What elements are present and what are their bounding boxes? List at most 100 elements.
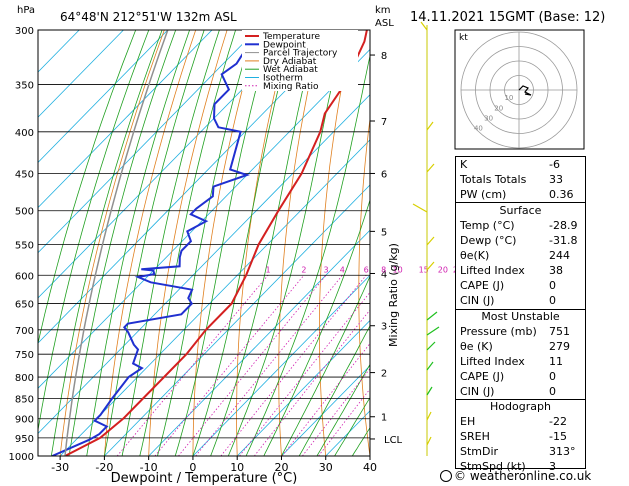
dewpoint-profile — [51, 30, 266, 456]
param-row: θe(K) 244 — [456, 248, 585, 263]
param-value: -15 — [549, 430, 567, 443]
dry-adiabat — [319, 30, 353, 456]
dry-adiabat — [397, 30, 416, 456]
wet-adiabat — [316, 363, 370, 456]
param-label: θe (K) — [460, 340, 493, 353]
x-tick-label: 10 — [230, 461, 244, 474]
k-index-value: -6 — [549, 158, 560, 171]
wet-adiabat — [334, 396, 370, 456]
dry-adiabat — [604, 30, 629, 456]
height-km-label: 2 — [381, 369, 387, 380]
height-km-label: 8 — [381, 51, 387, 62]
datetime-title: 14.11.2021 15GMT (Base: 12) — [410, 10, 605, 25]
x-tick-label: 40 — [363, 461, 377, 474]
separator — [456, 399, 585, 400]
param-value: -31.8 — [549, 234, 578, 247]
dry-adiabat — [358, 115, 370, 456]
pressure-tick-label: 1000 — [9, 452, 34, 463]
temperature-profile — [64, 30, 368, 456]
param-label: SREH — [460, 430, 490, 443]
wind-barb — [426, 121, 434, 131]
legend-label: Dry Adiabat — [263, 57, 317, 67]
param-value: 0 — [549, 294, 556, 307]
wet-adiabat — [298, 324, 370, 456]
isotherm-line — [38, 48, 370, 389]
pressure-tick-label: 500 — [15, 207, 34, 218]
totals-label: Totals Totals — [460, 173, 527, 186]
isotherm-line — [38, 30, 169, 163]
x-tick-label: -20 — [95, 461, 113, 474]
param-label: StmSpd (kt) — [460, 460, 526, 473]
surface-title: Surface — [499, 204, 542, 217]
wind-barb — [426, 163, 435, 173]
param-label: StmDir — [460, 445, 499, 458]
x-tick-label: 30 — [319, 461, 333, 474]
height-km-label: LCL — [384, 435, 403, 446]
param-label: Lifted Index — [460, 264, 525, 277]
mixing-ratio-label: 1 — [265, 265, 270, 274]
isotherm-line — [236, 319, 370, 456]
mixing-ratio-label: 20 — [438, 265, 448, 274]
param-label: Pressure (mb) — [460, 325, 537, 338]
mixing-ratio-line — [220, 275, 367, 456]
isotherm-line — [38, 30, 257, 254]
wind-column — [412, 21, 440, 456]
height-km-label: 5 — [381, 227, 387, 238]
mixing-ratio-label: 6 — [364, 265, 369, 274]
isobars — [38, 29, 370, 457]
param-value: 279 — [549, 340, 570, 353]
pressure-tick-label: 700 — [15, 326, 34, 337]
separator — [456, 309, 585, 310]
pressure-tick-label: 400 — [15, 128, 34, 139]
param-label: EH — [460, 415, 476, 428]
param-row: θe (K) 279 — [456, 339, 585, 354]
totals-row: Totals Totals 33 — [456, 172, 585, 187]
pressure-tick-label: 650 — [15, 300, 34, 311]
mixing-ratio-label: 10 — [393, 265, 403, 274]
wet-adiabat — [210, 30, 318, 456]
wet-adiabat — [38, 30, 150, 433]
mixing-ratio-label: 15 — [419, 265, 429, 274]
pressure-tick-label: 350 — [15, 81, 34, 92]
param-value: 751 — [549, 325, 570, 338]
param-value: 244 — [549, 249, 570, 262]
hodograph-trace — [518, 85, 532, 96]
param-row: EH -22 — [456, 414, 585, 429]
param-row: Lifted Index 11 — [456, 354, 585, 369]
param-value: 38 — [549, 264, 563, 277]
pressure-tick-label: 600 — [15, 271, 34, 282]
parcel-trajectory — [64, 30, 169, 456]
param-row: CAPE (J) 0 — [456, 278, 585, 293]
mixing-ratio-line — [253, 309, 370, 456]
legend-label: Wet Adiabat — [263, 65, 318, 75]
mixing-ratio-axis-label: Mixing Ratio (g/kg) — [387, 243, 400, 347]
plot-frame — [37, 29, 371, 457]
param-label: CAPE (J) — [460, 279, 505, 292]
wet-adiabat — [157, 30, 254, 456]
legend-label: Isotherm — [263, 74, 303, 84]
legend-label: Parcel Trajectory — [263, 49, 338, 59]
param-value: 3 — [549, 460, 556, 473]
mixing-ratio-labels: 12346810152025 — [265, 265, 463, 274]
isotherm-line — [38, 30, 301, 299]
mixing-ratio-label: 4 — [340, 265, 345, 274]
param-row: CIN (J) 0 — [456, 384, 585, 399]
pressure-tick-label: 950 — [15, 434, 34, 445]
isotherm-line — [281, 365, 370, 456]
param-row: CIN (J) 0 — [456, 293, 585, 308]
location-title: 64°48'N 212°51'W 132m ASL — [60, 10, 237, 24]
pw-label: PW (cm) — [460, 188, 507, 201]
x-tick-label: -10 — [140, 461, 158, 474]
param-row: SREH -15 — [456, 429, 585, 444]
param-row: Pressure (mb) 751 — [456, 324, 585, 339]
pressure-unit: hPa — [17, 5, 35, 16]
hodograph-table-title: Hodograph — [490, 400, 551, 413]
param-value: 313° — [549, 445, 576, 458]
wind-barb — [426, 411, 432, 421]
param-label: Lifted Index — [460, 355, 525, 368]
legend-label: Dewpoint — [263, 40, 306, 50]
wind-barb — [426, 261, 435, 271]
axes: 3003504004505005506006507007508008509009… — [9, 26, 403, 474]
wind-barb — [420, 21, 428, 31]
